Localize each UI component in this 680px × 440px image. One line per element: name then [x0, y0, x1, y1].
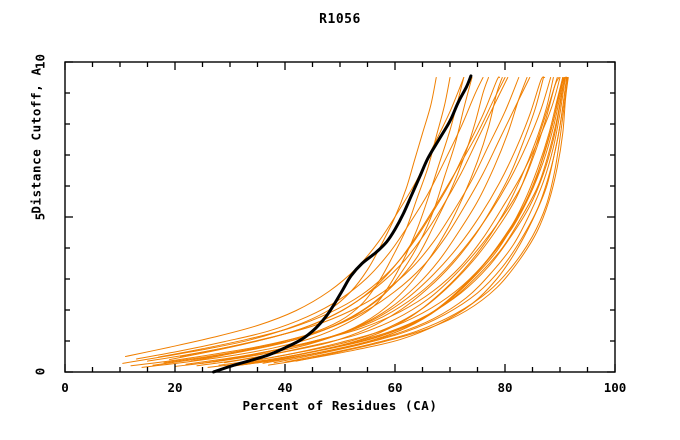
- series-line-prediction-05: [163, 77, 489, 364]
- series-line-prediction-32: [229, 77, 561, 360]
- series-line-prediction-03: [141, 77, 465, 368]
- series-line-prediction-25: [262, 76, 568, 364]
- plot-frame: [64, 61, 616, 373]
- series-line-prediction-27: [180, 77, 520, 357]
- y-tick-label: 5: [32, 212, 48, 221]
- series-layer: [122, 74, 569, 374]
- series-line-prediction-26: [273, 77, 568, 364]
- axis-layer: [64, 61, 616, 373]
- series-line-reference: [212, 74, 473, 374]
- x-tick-label: 40: [277, 380, 293, 395]
- series-line-prediction-24: [136, 77, 484, 360]
- series-line-prediction-30: [295, 77, 569, 362]
- page-title: R1056: [319, 12, 361, 27]
- series-line-prediction-19: [202, 76, 546, 364]
- series-line-prediction-16: [257, 77, 565, 364]
- x-tick-label: 80: [497, 380, 513, 395]
- series-line-prediction-13: [224, 77, 560, 364]
- series-line-prediction-06: [174, 77, 503, 367]
- x-axis-label: Percent of Residues (CA): [242, 398, 438, 413]
- x-tick-label: 60: [387, 380, 403, 395]
- x-tick-label: 20: [167, 380, 183, 395]
- y-tick-label: 10: [32, 53, 48, 70]
- series-line-prediction-29: [284, 77, 569, 363]
- x-tick-label: 100: [603, 380, 627, 395]
- x-tick-label: 0: [61, 380, 69, 395]
- y-tick-label: 0: [32, 367, 48, 376]
- series-line-prediction-04: [152, 77, 473, 366]
- series-line-prediction-11: [229, 77, 564, 367]
- series-line-prediction-01: [122, 77, 437, 364]
- series-line-prediction-28: [158, 76, 500, 358]
- series-line-prediction-17: [191, 77, 531, 362]
- series-line-prediction-10: [218, 77, 558, 366]
- series-line-prediction-22: [251, 77, 564, 362]
